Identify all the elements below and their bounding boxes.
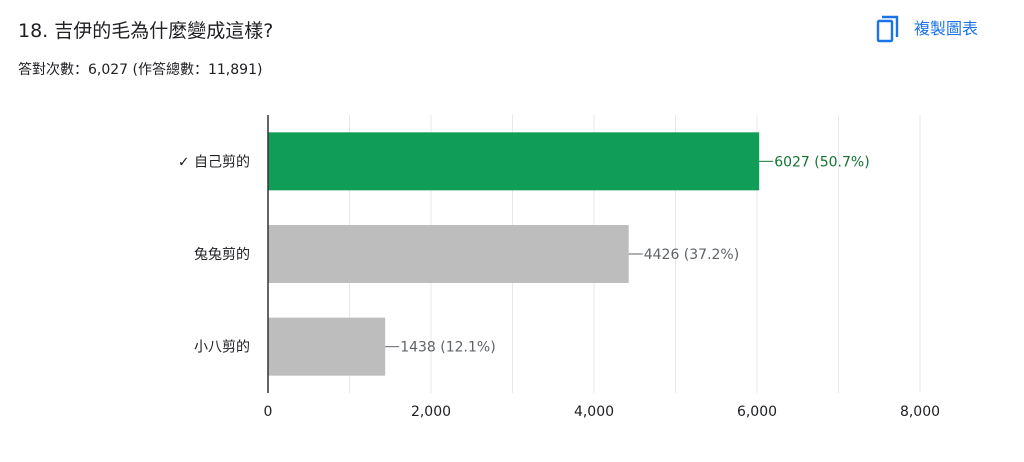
copy-chart-button[interactable]: 複製圖表 (876, 12, 978, 46)
value-label: 1438 (12.1%) (400, 340, 495, 356)
x-tick-label: 6,000 (737, 404, 777, 420)
bar[interactable] (268, 132, 760, 191)
bar[interactable] (268, 317, 386, 376)
x-tick-label: 0 (264, 404, 273, 420)
question-title: 18. 吉伊的毛為什麼變成這樣? (18, 20, 274, 42)
bars (268, 132, 760, 376)
category-label: 小八剪的 (194, 340, 250, 356)
x-axis-ticks: 0 2,000 4,000 6,000 8,000 (264, 404, 941, 420)
x-tick-label: 4,000 (574, 404, 614, 420)
labels: ✓ 自己剪的 6027 (50.7%) 兔兔剪的 4426 (37.2%) 小八剪的 14… (178, 154, 870, 355)
x-tick-label: 2,000 (411, 404, 451, 420)
category-label: 兔兔剪的 (194, 247, 250, 263)
category-label: ✓ 自己剪的 (178, 154, 250, 170)
copy-chart-label: 複製圖表 (914, 19, 979, 38)
copy-icon (876, 15, 899, 43)
bar[interactable] (268, 225, 629, 283)
value-label: 4426 (37.2%) (644, 247, 739, 263)
answer-stats: 答對次數：6,027 (作答總數：11,891) (18, 62, 263, 78)
value-label: 6027 (50.7%) (774, 154, 869, 170)
x-tick-label: 8,000 (900, 404, 940, 420)
